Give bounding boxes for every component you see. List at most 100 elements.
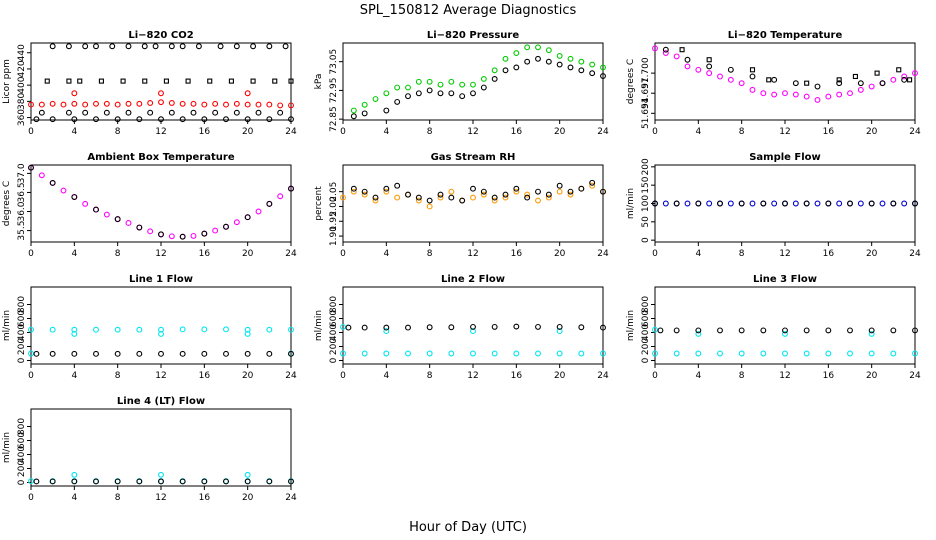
data-point [868, 327, 875, 334]
y-tick-label: 380 [17, 92, 27, 109]
y-tick-label: 1.90 [329, 226, 339, 246]
x-tick-label: 20 [554, 127, 566, 137]
data-point [513, 350, 520, 357]
series-1 [652, 45, 918, 103]
data-point [103, 109, 110, 116]
data-point [244, 471, 251, 478]
data-point [158, 99, 164, 106]
y-tick-label: 800 [17, 296, 27, 313]
x-tick-label: 0 [340, 249, 346, 259]
x-tick-label: 4 [383, 371, 389, 381]
data-point [136, 116, 143, 123]
data-point [49, 43, 56, 50]
x-tick-label: 24 [285, 493, 297, 503]
data-point [66, 78, 72, 84]
data-point [350, 107, 357, 114]
data-point [470, 350, 476, 357]
y-tick-label: 35.5 [17, 221, 27, 241]
data-point [71, 90, 78, 97]
data-point [706, 57, 712, 63]
data-point [879, 80, 886, 87]
data-point [179, 233, 186, 240]
x-tick-label: 12 [779, 249, 790, 259]
data-point [288, 326, 294, 333]
data-point [190, 100, 197, 107]
y-tick-label: 420 [17, 60, 27, 77]
data-point [71, 116, 78, 123]
data-point [857, 86, 864, 93]
data-point [556, 328, 563, 335]
data-point [405, 84, 411, 91]
data-point [738, 80, 745, 87]
data-point [556, 61, 563, 68]
data-point [168, 43, 175, 50]
data-point [77, 78, 83, 84]
data-point [567, 55, 574, 62]
data-point [792, 80, 799, 87]
data-point [415, 78, 422, 85]
data-point [771, 91, 778, 98]
data-point [814, 83, 821, 90]
y-tick-label: 0 [17, 357, 27, 363]
y-tick-label: 360 [17, 109, 27, 126]
y-tick-label: 440 [17, 44, 27, 61]
data-point [125, 109, 132, 116]
data-point [727, 200, 734, 207]
x-tick-label: 20 [242, 249, 254, 259]
data-point [65, 109, 72, 116]
x-tick-label: 24 [285, 371, 297, 381]
data-point [491, 75, 498, 82]
x-tick-label: 16 [511, 127, 523, 137]
data-point [394, 98, 401, 105]
data-point [152, 43, 159, 50]
data-point [426, 78, 433, 85]
x-tick-label: 16 [199, 127, 211, 137]
data-point [448, 324, 455, 331]
data-point [600, 350, 606, 357]
x-tick-label: 8 [739, 127, 745, 137]
data-point [282, 43, 289, 50]
data-point [49, 179, 56, 186]
x-tick-label: 16 [199, 371, 211, 381]
y-tick-label: 36.5 [17, 182, 27, 202]
y-tick-label: 72.85 [329, 106, 339, 132]
data-point [684, 63, 691, 70]
data-point [567, 191, 574, 198]
data-point [244, 326, 251, 333]
data-point [125, 219, 132, 226]
data-point [361, 324, 368, 331]
x-tick-label: 12 [467, 371, 478, 381]
data-point [195, 43, 202, 50]
plot-frame [30, 164, 292, 243]
data-point [114, 326, 121, 333]
data-point [491, 323, 498, 330]
panel-3: Li−820 Temperature 0 4 8 12 16 20 24 51.69451.69… [626, 30, 921, 137]
data-point [662, 200, 669, 207]
data-point [804, 80, 810, 86]
data-point [93, 478, 99, 485]
data-point [513, 185, 520, 192]
data-point [717, 73, 723, 80]
x-tick-label: 8 [739, 249, 745, 259]
data-point [250, 78, 256, 84]
data-point [662, 50, 669, 56]
data-point [266, 101, 273, 108]
data-point [147, 109, 154, 116]
y-tick-label: 600 [17, 310, 27, 327]
y-tick-label: 72.95 [329, 78, 339, 104]
y-tick-label: 600 [329, 310, 339, 327]
y-tick-label: 0 [17, 479, 27, 485]
data-point [65, 43, 72, 50]
data-point [657, 327, 664, 334]
data-point [868, 83, 875, 90]
data-point [673, 327, 680, 334]
data-point [71, 326, 78, 333]
y-axis-label: ml/min [314, 310, 324, 341]
data-point [201, 116, 208, 123]
x-tick-label: 24 [597, 249, 609, 259]
data-point [600, 188, 606, 195]
data-point [415, 194, 422, 201]
data-point [535, 350, 541, 357]
